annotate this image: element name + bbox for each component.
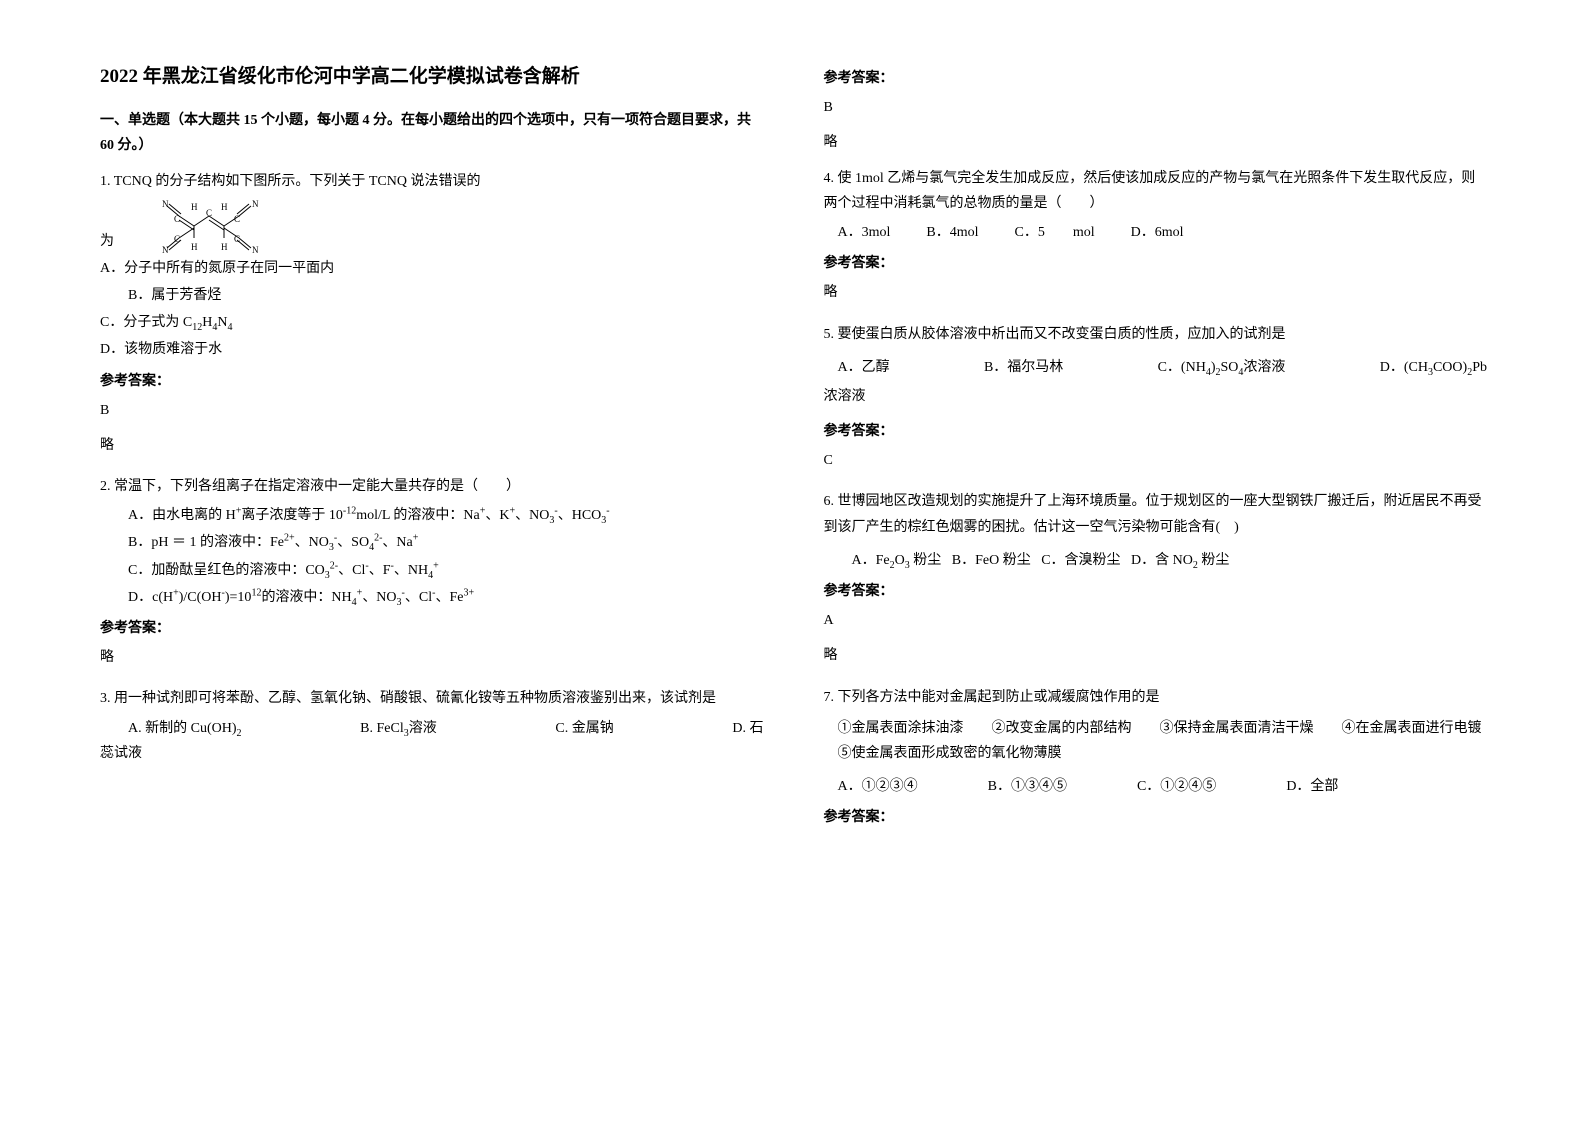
svg-text:N: N	[162, 199, 169, 209]
q3-options-row: A. 新制的 Cu(OH)2 B. FeCl3溶液 C. 金属钠 D. 石	[100, 716, 764, 741]
q7-option-a: A．①②③④	[838, 774, 918, 799]
question-6: 6. 世博园地区改造规划的实施提升了上海环境质量。位于规划区的一座大型钢铁厂搬迁…	[824, 489, 1488, 678]
q7-options: A．①②③④ B．①③④⑤ C．①②④⑤ D．全部	[838, 774, 1488, 799]
q4-option-d: D．6mol	[1131, 220, 1184, 245]
question-3: 3. 用一种试剂即可将苯酚、乙醇、氢氧化钠、硝酸银、硫氰化铵等五种物质溶液鉴别出…	[100, 686, 764, 766]
question-1: 1. TCNQ 的分子结构如下图所示。下列关于 TCNQ 说法错误的 为	[100, 169, 764, 469]
q5-answer-head: 参考答案：	[824, 419, 1488, 444]
q6-options: A．Fe2O3 粉尘 B．FeO 粉尘 C．含溴粉尘 D．含 NO2 粉尘	[852, 548, 1488, 573]
q4-option-c: C．5 mol	[1015, 220, 1095, 245]
q1-answer: B	[100, 398, 764, 423]
q2-option-c: C．加酚酞呈红色的溶液中：CO32-、Cl-、F-、NH4+	[128, 558, 764, 583]
section-1-heading: 一、单选题（本大题共 15 个小题，每小题 4 分。在每小题给出的四个选项中，只…	[100, 108, 764, 158]
q3-option-d-part1: D. 石	[732, 716, 763, 741]
q6-option-c: C．含溴粉尘	[1041, 553, 1120, 568]
svg-text:C: C	[234, 234, 240, 244]
q6-lue: 略	[824, 643, 1488, 668]
q2-answer-head: 参考答案：	[100, 616, 764, 641]
svg-text:H: H	[221, 202, 228, 212]
q4-option-b: B．4mol	[926, 220, 978, 245]
q2-option-d: D．c(H+)/C(OH-)=1012的溶液中：NH4+、NO3-、Cl-、Fe…	[128, 585, 764, 610]
q6-answer-head: 参考答案：	[824, 579, 1488, 604]
q7-option-b: B．①③④⑤	[988, 774, 1067, 799]
question-5: 5. 要使蛋白质从胶体溶液中析出而又不改变蛋白质的性质，应加入的试剂是 A．乙醇…	[824, 322, 1488, 484]
question-7: 7. 下列各方法中能对金属起到防止或减缓腐蚀作用的是 ①金属表面涂抹油漆 ②改变…	[824, 685, 1488, 835]
svg-text:C: C	[174, 234, 180, 244]
q2-lue: 略	[100, 645, 764, 670]
q3-option-d-part2: 蕊试液	[100, 741, 764, 766]
svg-text:H: H	[191, 242, 198, 252]
svg-text:N: N	[252, 199, 259, 209]
q5-option-c: C．(NH4)2SO4浓溶液	[1158, 355, 1286, 380]
q1-wei: 为	[100, 229, 114, 254]
question-2: 2. 常温下，下列各组离子在指定溶液中一定能大量共存的是（ ） A．由水电离的 …	[100, 474, 764, 680]
q3-option-a: A. 新制的 Cu(OH)2	[128, 716, 242, 741]
exam-title: 2022 年黑龙江省绥化市伦河中学高二化学模拟试卷含解析	[100, 60, 764, 94]
q2-option-b: B．pH ＝ 1 的溶液中：Fe2+、NO3-、SO42-、Na+	[128, 530, 764, 555]
q5-options: A．乙醇 B．福尔马林 C．(NH4)2SO4浓溶液 D．(CH3COO)2Pb	[824, 355, 1488, 380]
q5-stem: 5. 要使蛋白质从胶体溶液中析出而又不改变蛋白质的性质，应加入的试剂是	[824, 322, 1488, 347]
q1-stem: 1. TCNQ 的分子结构如下图所示。下列关于 TCNQ 说法错误的	[100, 169, 764, 194]
q6-answer: A	[824, 608, 1488, 633]
q1-option-b: B．属于芳香烃	[128, 283, 764, 308]
q1-option-c: C．分子式为 C12H4N4	[100, 310, 764, 335]
q1-option-d: D．该物质难溶于水	[100, 337, 764, 362]
q4-answer-head: 参考答案：	[824, 251, 1488, 276]
q7-answer-head: 参考答案：	[824, 805, 1488, 830]
q1-option-a: A．分子中所有的氮原子在同一平面内	[100, 256, 764, 281]
q7-statements: ①金属表面涂抹油漆 ②改变金属的内部结构 ③保持金属表面清洁干燥 ④在金属表面进…	[838, 716, 1488, 766]
q3-answer: B	[824, 95, 1488, 120]
q5-option-b: B．福尔马林	[984, 355, 1063, 380]
q7-option-c: C．①②④⑤	[1137, 774, 1216, 799]
svg-text:H: H	[191, 202, 198, 212]
q6-option-d: D．含 NO2 粉尘	[1131, 553, 1229, 568]
svg-text:H: H	[221, 242, 228, 252]
right-column: 参考答案： B 略 4. 使 1mol 乙烯与氯气完全发生加成反应，然后使该加成…	[824, 60, 1488, 1062]
svg-text:C: C	[174, 214, 180, 224]
svg-text:C: C	[234, 214, 240, 224]
q2-option-a: A．由水电离的 H+离子浓度等于 10-12mol/L 的溶液中：Na+、K+、…	[128, 503, 764, 528]
q5-option-d: D．(CH3COO)2Pb	[1380, 355, 1487, 380]
q7-option-d: D．全部	[1286, 774, 1338, 799]
q2-stem: 2. 常温下，下列各组离子在指定溶液中一定能大量共存的是（ ）	[100, 474, 764, 499]
q4-stem: 4. 使 1mol 乙烯与氯气完全发生加成反应，然后使该加成反应的产物与氯气在光…	[824, 166, 1488, 216]
q4-options: A．3mol B．4mol C．5 mol D．6mol	[838, 220, 1488, 245]
q6-stem: 6. 世博园地区改造规划的实施提升了上海环境质量。位于规划区的一座大型钢铁厂搬迁…	[824, 489, 1488, 539]
q7-stem: 7. 下列各方法中能对金属起到防止或减缓腐蚀作用的是	[824, 685, 1488, 710]
svg-text:N: N	[252, 245, 259, 254]
q4-lue: 略	[824, 280, 1488, 305]
q3-answer-head: 参考答案：	[824, 66, 1488, 91]
q3-option-c: C. 金属钠	[555, 716, 613, 741]
q5-tail: 浓溶液	[824, 384, 1488, 409]
q3-stem: 3. 用一种试剂即可将苯酚、乙醇、氢氧化钠、硝酸银、硫氰化铵等五种物质溶液鉴别出…	[100, 686, 764, 711]
q4-option-a: A．3mol	[838, 220, 891, 245]
svg-text:N: N	[162, 245, 169, 254]
q1-lue: 略	[100, 433, 764, 458]
q5-answer: C	[824, 448, 1488, 473]
q1-answer-head: 参考答案：	[100, 369, 764, 394]
left-column: 2022 年黑龙江省绥化市伦河中学高二化学模拟试卷含解析 一、单选题（本大题共 …	[100, 60, 764, 1062]
q6-option-b: B．FeO 粉尘	[952, 553, 1031, 568]
q1-structure-diagram: NN NN HH HH CCC CC	[134, 198, 284, 254]
q3-option-b: B. FeCl3溶液	[360, 716, 437, 741]
q3-lue: 略	[824, 130, 1488, 155]
q5-option-a: A．乙醇	[838, 355, 890, 380]
question-4: 4. 使 1mol 乙烯与氯气完全发生加成反应，然后使该加成反应的产物与氯气在光…	[824, 166, 1488, 316]
svg-text:C: C	[206, 208, 212, 218]
q6-option-a: A．Fe2O3 粉尘	[852, 553, 942, 568]
